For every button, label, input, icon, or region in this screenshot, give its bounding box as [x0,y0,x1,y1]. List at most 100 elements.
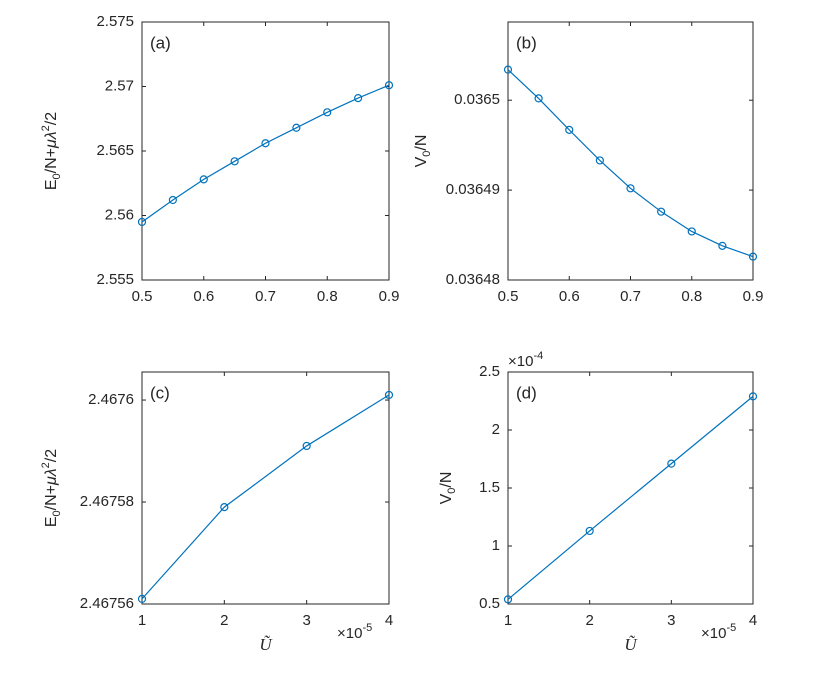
y-axis-label: V0/N [438,472,458,505]
x-tick-label: 0.8 [681,288,702,305]
x-tick-label: 0.6 [193,288,214,305]
y-exponent: ×10-4 [508,350,543,370]
y-exponent-base: ×10 [508,353,533,370]
x-tick-label: 1 [138,612,146,629]
data-point [292,123,301,132]
data-point [137,594,147,604]
data-point [220,503,229,512]
x-axis-label: Ũ [624,635,638,654]
x-tick-label: 0.5 [498,288,519,305]
y-tick-label: 0.0365 [454,91,500,108]
y-axis-label-part: V [438,493,455,504]
y-axis-label-part: μλ [43,131,60,149]
data-point [230,157,239,166]
x-tick-label: 3 [302,612,310,629]
y-axis-label-part: /2 [43,449,60,462]
data-point [748,252,758,261]
x-exponent: ×10-5 [337,622,372,642]
y-axis-label-part: μλ [43,468,60,486]
y-axis-label: E0/N+μλ2/2 [40,449,63,527]
x-tick-label: 3 [667,612,675,629]
data-point [503,595,513,604]
data-point [657,207,666,216]
y-tick-label: 2.555 [96,271,134,288]
data-point [687,227,696,236]
x-tick-label: 0.5 [132,288,153,305]
panel-label: (d) [516,383,537,402]
y-tick-label: 2.56 [105,206,134,223]
y-axis-label-part: E [43,516,60,527]
y-axis-label-part: 2 [40,125,52,131]
x-tick-label: 0.9 [379,288,400,305]
data-line [507,69,754,258]
x-exponent: ×10-5 [701,622,736,642]
x-tick-label: 0.8 [317,288,338,305]
y-axis-label-part: /N [413,135,430,151]
y-tick-label: 2.5 [479,363,500,380]
data-point [626,184,635,193]
panel-label: (c) [150,383,170,402]
axes-box [507,21,754,281]
data-point [748,392,758,401]
y-tick-label: 2 [492,421,500,438]
y-tick-label: 2.4676 [88,391,134,408]
x-tick-label: 0.7 [620,288,641,305]
y-axis-label-part: 2 [40,462,52,468]
data-point [595,156,604,165]
y-axis-label-part: 0 [421,151,433,157]
y-axis-label: E0/N+μλ2/2 [40,112,63,190]
y-axis-label-part: V [413,156,430,167]
data-line [141,394,390,600]
y-axis-label-part: 0 [51,173,63,179]
data-point [384,390,394,400]
x-tick-label: 4 [749,612,757,629]
y-axis-label-part: 0 [51,510,63,516]
y-axis-label-part: E [43,179,60,190]
y-tick-label: 2.46758 [80,493,134,510]
y-axis-label-part: 0 [446,488,458,494]
y-tick-label: 0.5 [479,595,500,612]
y-tick-label: 2.575 [96,13,134,30]
y-tick-label: 1.5 [479,479,500,496]
y-axis-label-part: /N [438,472,455,488]
panel-label: (a) [150,33,171,52]
x-tick-label: 0.6 [559,288,580,305]
y-tick-label: 0.03648 [446,271,500,288]
panel-label: (b) [516,33,537,52]
x-tick-label: 2 [585,612,593,629]
data-point [585,526,594,536]
x-tick-label: 0.7 [255,288,276,305]
x-exponent-power: -5 [362,622,372,634]
y-exponent-power: -4 [533,350,543,362]
x-tick-label: 2 [220,612,228,629]
y-tick-label: 2.46756 [80,595,134,612]
data-point [354,94,363,103]
x-exponent-base: ×10 [701,625,726,642]
y-tick-label: 0.03649 [446,181,500,198]
data-point [667,459,676,468]
y-axis-label: V0/N [413,135,433,168]
y-tick-label: 2.57 [105,77,134,94]
data-line [141,84,390,223]
data-point [261,139,270,148]
y-tick-label: 2.565 [96,142,134,159]
axes-box [141,21,390,281]
data-point [534,94,543,103]
data-point [302,441,311,451]
x-tick-label: 4 [385,612,393,629]
y-axis-label-part: /2 [43,112,60,125]
data-point [384,81,394,90]
y-tick-label: 1 [492,537,500,554]
y-axis-label-part: /N+ [43,148,60,173]
data-point [718,241,727,250]
x-tick-label: 0.9 [743,288,764,305]
x-axis-label: Ũ [259,635,273,654]
data-point [565,125,574,134]
data-point [199,175,208,184]
data-point [168,195,177,205]
axes-box [141,371,390,605]
x-exponent-power: -5 [726,622,736,634]
x-exponent-base: ×10 [337,625,362,642]
data-point [323,108,332,117]
